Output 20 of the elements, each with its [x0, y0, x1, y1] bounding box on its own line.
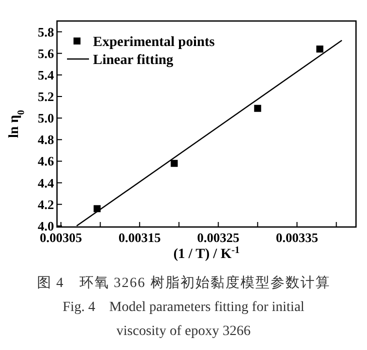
y-tick-label: 4.6: [38, 154, 54, 169]
x-tick-label: 0.00325: [197, 230, 240, 245]
y-tick-label: 5.6: [38, 46, 54, 61]
caption: Fig. 4 Model parameters fitting for initial viscosity of epoxy 3266: [62, 299, 306, 341]
point: [254, 104, 262, 112]
x-tick-label: 0.00315: [118, 230, 162, 245]
x-axis-title: (1 / T) / K$^{-1}$: [173, 244, 240, 262]
legend-label: Linear fitting: [93, 53, 174, 68]
y-tick-label: 5.4: [38, 67, 54, 82]
y-tick-label: 5.0: [38, 110, 54, 126]
x-tick-label: 0.00335: [276, 230, 319, 245]
point: [170, 160, 178, 167]
y-tick-label: 5.8: [38, 24, 54, 40]
caption: 图 4 环氧 3266 树脂初始黏度模型参数计算: [36, 274, 332, 292]
y-tick-label: 5.2: [38, 88, 54, 104]
y-tick-label: 4.8: [38, 132, 54, 148]
legend-label: Experimental points: [93, 35, 216, 50]
point: [316, 46, 324, 53]
y-tick-label: 4.4: [38, 175, 54, 190]
y-tick-label: 4.2: [38, 196, 54, 212]
